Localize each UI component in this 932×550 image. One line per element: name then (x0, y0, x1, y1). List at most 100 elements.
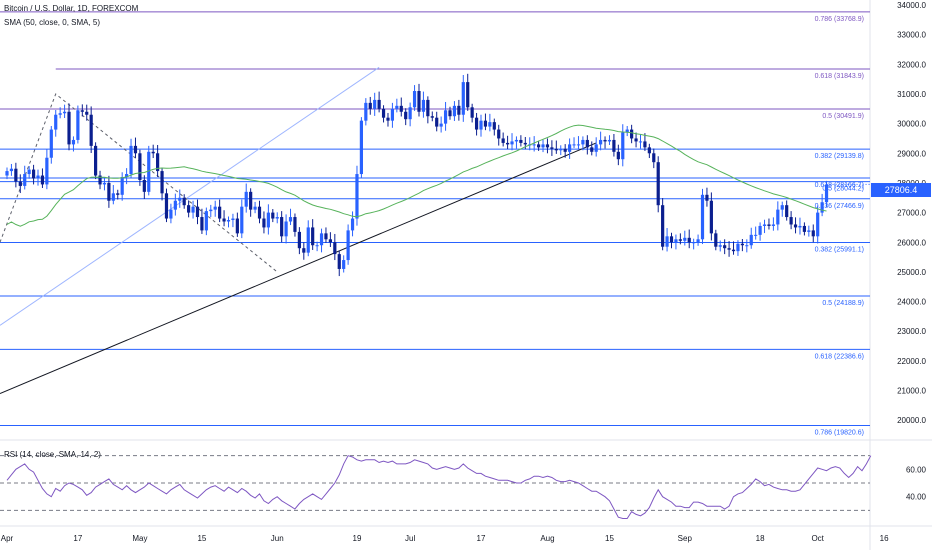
candle-body (816, 212, 820, 237)
fib-level-label: 0.5 (24188.9) (822, 300, 864, 307)
rsi-tick-label: 40.00 (906, 493, 927, 502)
candle-body (89, 114, 93, 146)
candle-body (390, 108, 395, 121)
candle-body (771, 224, 775, 226)
sma-line (6, 124, 827, 227)
candle-body (669, 236, 674, 243)
candle-body (164, 193, 169, 219)
candle-body (802, 225, 806, 232)
candle-body (226, 220, 231, 222)
candle-body (652, 153, 656, 163)
candle-body (173, 200, 177, 210)
candle-body (692, 242, 696, 244)
price-tick-label: 33000.0 (897, 31, 926, 40)
candle-body (443, 110, 448, 124)
price-tick-label: 27000.0 (897, 209, 926, 218)
candle-body (439, 123, 443, 127)
candle-body (687, 237, 691, 243)
last-price-tag: 27806.4 (871, 183, 931, 197)
candle-body (311, 227, 315, 246)
candle-body (656, 162, 660, 206)
candle-body (745, 245, 749, 247)
candle-body (479, 120, 483, 130)
candle-body (590, 147, 594, 152)
candle-body (616, 151, 620, 160)
candle-body (80, 110, 84, 112)
candle-body (625, 129, 629, 133)
candle-body (474, 117, 479, 130)
price-tick-label: 25000.0 (897, 268, 926, 277)
candle-body (386, 117, 390, 121)
candle-body (240, 206, 244, 234)
candle-body (785, 205, 789, 218)
symbol-legend: Bitcoin / U.S. Dollar, 1D, FOREXCOM (4, 4, 139, 13)
candle-body (364, 102, 368, 121)
price-tick-label: 29000.0 (897, 149, 926, 158)
candle-body (253, 206, 257, 210)
candle-body (727, 248, 731, 250)
candle-body (209, 209, 213, 212)
candle-body (222, 218, 226, 222)
candle-body (27, 169, 31, 175)
candle-body (807, 230, 811, 232)
candle-body (709, 200, 713, 234)
candle-body (187, 205, 191, 213)
candle-body (169, 209, 173, 219)
candle-body (346, 230, 350, 261)
candle-body (328, 239, 332, 243)
candle-body (457, 105, 461, 115)
candle-body (408, 107, 412, 120)
candle-body (45, 157, 49, 185)
time-tick-label: 17 (477, 534, 486, 543)
candle-body (767, 224, 771, 226)
sma-legend: SMA (50, close, 0, SMA, 5) (4, 18, 101, 27)
candle-body (133, 145, 138, 154)
candle-body (754, 234, 758, 236)
candle-body (182, 197, 186, 206)
candle-body (218, 206, 222, 219)
candle-body (178, 197, 182, 201)
candle-body (355, 174, 359, 219)
candle-body (333, 242, 337, 255)
candle-body (319, 233, 324, 246)
candle-body (572, 144, 576, 146)
candle-body (306, 227, 310, 253)
candle-body (249, 191, 253, 210)
candle-body (266, 212, 270, 228)
candle-body (550, 147, 554, 149)
candle-body (545, 144, 550, 148)
candle-body (421, 99, 426, 112)
candle-body (811, 230, 815, 237)
candle-body (714, 233, 718, 247)
candle-body (497, 129, 501, 139)
candle-body (780, 205, 784, 210)
candle-body (537, 144, 541, 148)
candle-body (404, 111, 408, 120)
rsi-line (6, 455, 872, 519)
fib-level-label: 0.382 (25991.1) (815, 247, 864, 254)
rsi-legend: RSI (14, close, SMA, 14, 2) (4, 450, 101, 459)
candle-body (705, 194, 709, 201)
candle-body (280, 217, 284, 237)
candle-body (381, 108, 386, 118)
candle-body (302, 248, 306, 253)
candle-body (395, 105, 399, 109)
candle-body (359, 120, 363, 175)
candle-body (430, 116, 434, 118)
time-tick-label: 19 (353, 534, 362, 543)
candle-body (324, 233, 328, 240)
time-tick-label: 15 (605, 534, 614, 543)
candle-body (129, 145, 133, 175)
candle-body (793, 224, 798, 228)
time-tick-label: Jul (405, 534, 415, 543)
candle-body (426, 99, 430, 117)
candle-body (120, 177, 124, 195)
candle-body (200, 217, 204, 231)
time-tick-label: 15 (197, 534, 206, 543)
candle-body (541, 144, 545, 148)
candle-body (749, 234, 753, 246)
candle-body (466, 82, 470, 108)
fib-level-label: 0.786 (19820.6) (815, 430, 864, 437)
upper-trendline (0, 66, 380, 326)
